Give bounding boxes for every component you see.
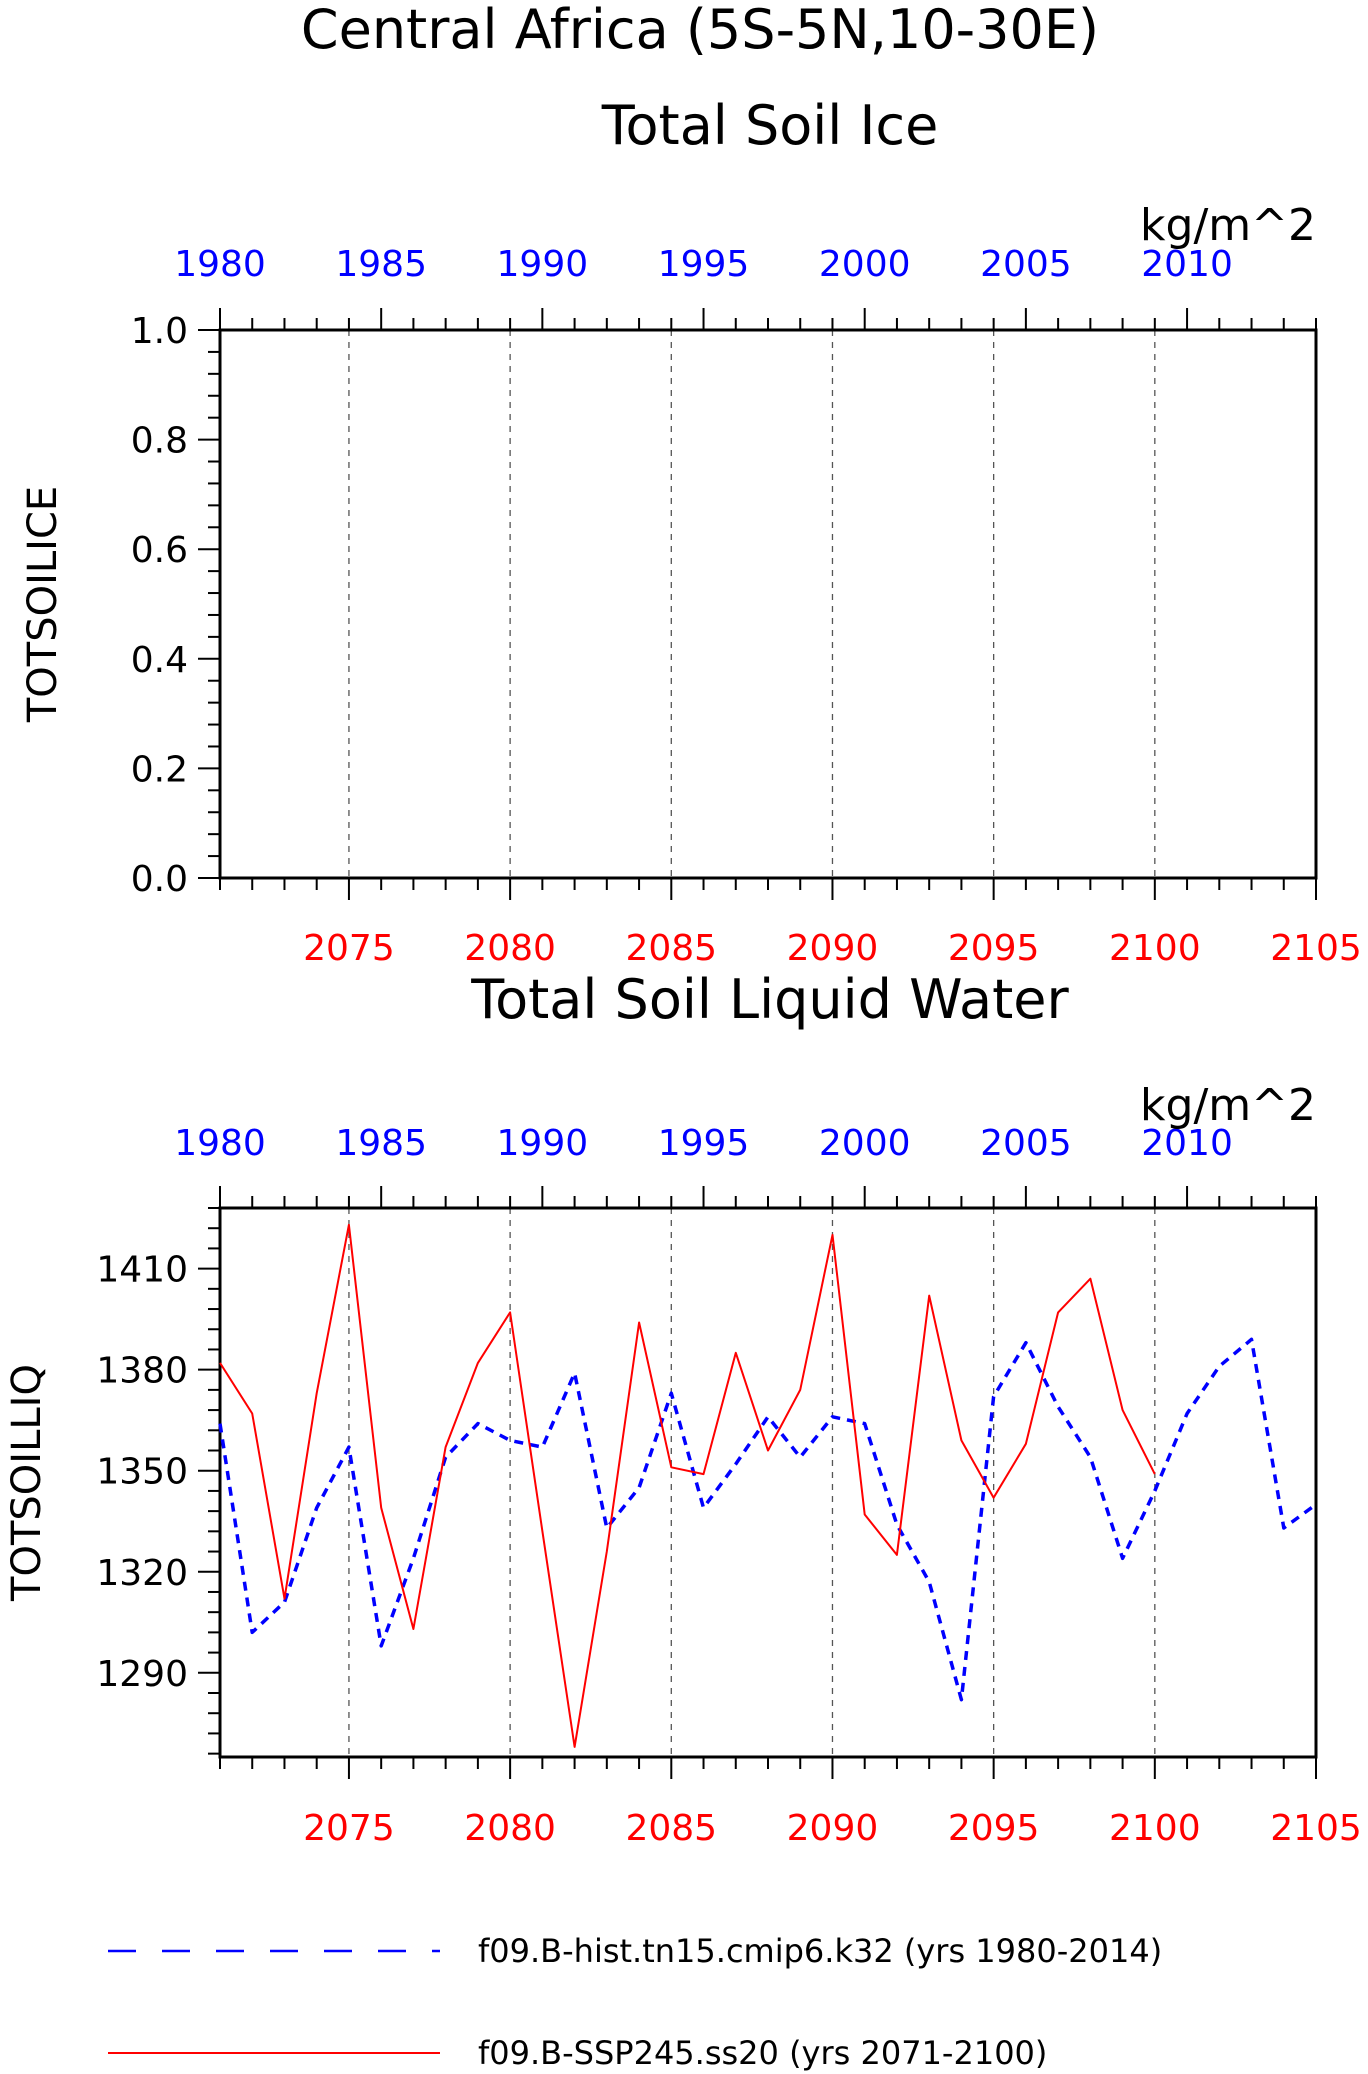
y-tick-label: 0.0 <box>131 859 188 900</box>
units-label: kg/m^2 <box>1140 1080 1316 1131</box>
bottom-tick-label: 2085 <box>625 928 717 969</box>
legend-hist-label: f09.B-hist.tn15.cmip6.k32 (yrs 1980-2014… <box>478 1932 1162 1970</box>
bottom-tick-label: 2090 <box>787 928 879 969</box>
y-tick-label: 0.8 <box>131 421 188 462</box>
legend: f09.B-hist.tn15.cmip6.k32 (yrs 1980-2014… <box>108 1932 1162 2072</box>
bottom-tick-label: 2085 <box>625 1808 717 1849</box>
bottom-tick-label: 2100 <box>1109 1808 1201 1849</box>
panel2-title: Total Soil Liquid Water <box>470 968 1069 1031</box>
plot-frame <box>218 1206 1318 1759</box>
y-axis-label: TOTSOILICE <box>20 486 66 723</box>
top-tick-label: 1995 <box>658 244 750 285</box>
figure-title: Central Africa (5S-5N,10-30E) <box>301 0 1099 61</box>
top-tick-label: 2005 <box>980 244 1072 285</box>
units-label: kg/m^2 <box>1140 200 1316 251</box>
top-tick-label: 2010 <box>1141 244 1233 285</box>
bottom-tick-label: 2095 <box>948 928 1040 969</box>
soil-liquid-water-panel: 2075 2080 2085 2090 2095 2100 2105 1980 1985 1990… <box>4 1080 1362 1849</box>
bottom-tick-label: 2105 <box>1270 1808 1362 1849</box>
y-tick-label: 0.6 <box>131 530 188 571</box>
ssp-series-line <box>219 1223 1156 1748</box>
top-tick-label: 1980 <box>174 1123 266 1164</box>
top-tick-label: 1990 <box>497 244 589 285</box>
plot-frame <box>218 328 1318 880</box>
top-tick-label: 2010 <box>1141 1123 1233 1164</box>
top-tick-label: 1990 <box>497 1123 589 1164</box>
y-tick-label: 1380 <box>96 1351 188 1392</box>
bottom-tick-label: 2080 <box>464 928 556 969</box>
y-tick-label: 0.4 <box>131 640 188 681</box>
y-tick-label: 1320 <box>96 1553 188 1594</box>
bottom-tick-label: 2075 <box>303 1808 395 1849</box>
bottom-tick-label: 2100 <box>1109 928 1201 969</box>
top-tick-label: 1985 <box>335 244 427 285</box>
y-tick-label: 1.0 <box>131 311 188 352</box>
y-tick-label: 1410 <box>96 1250 188 1291</box>
y-axis-label: TOTSOILLIQ <box>4 1364 50 1602</box>
y-tick-label: 1290 <box>96 1654 188 1695</box>
top-tick-label: 1985 <box>335 1123 427 1164</box>
top-tick-label: 2000 <box>819 244 911 285</box>
bottom-tick-label: 2095 <box>948 1808 1040 1849</box>
soil-ice-panel: 2075 2080 2085 2090 2095 2100 2105 1980 1985 1990… <box>20 200 1362 969</box>
bottom-tick-label: 2075 <box>303 928 395 969</box>
top-tick-label: 2005 <box>980 1123 1072 1164</box>
top-tick-label: 1980 <box>174 244 266 285</box>
top-tick-label: 1995 <box>658 1123 750 1164</box>
y-tick-label: 0.2 <box>131 749 188 790</box>
legend-ssp-label: f09.B-SSP245.ss20 (yrs 2071-2100) <box>478 2034 1047 2072</box>
bottom-tick-label: 2105 <box>1270 928 1362 969</box>
panel1-title: Total Soil Ice <box>601 94 939 157</box>
bottom-tick-label: 2080 <box>464 1808 556 1849</box>
bottom-tick-label: 2090 <box>787 1808 879 1849</box>
y-tick-label: 1350 <box>96 1452 188 1493</box>
top-tick-label: 2000 <box>819 1123 911 1164</box>
